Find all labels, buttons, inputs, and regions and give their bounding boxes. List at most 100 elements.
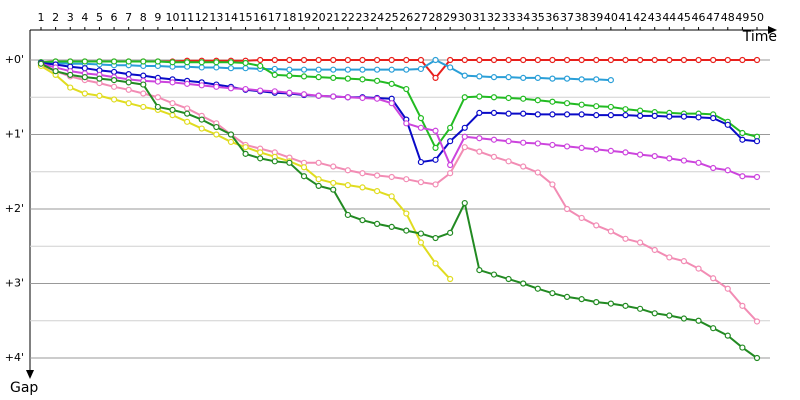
point <box>257 87 264 94</box>
point <box>476 266 483 274</box>
point <box>549 75 556 82</box>
point <box>476 135 483 142</box>
point <box>680 315 688 322</box>
x-tick-label: 8 <box>140 11 147 24</box>
x-tick-label: 15 <box>239 11 253 24</box>
y-tick-label: +4' <box>5 351 24 364</box>
point <box>505 56 512 64</box>
point <box>447 138 454 145</box>
point <box>607 103 614 111</box>
point <box>680 56 688 64</box>
point <box>388 173 395 181</box>
point <box>447 275 454 283</box>
x-tick-label: 20 <box>312 11 326 24</box>
x-tick-label: 2 <box>52 11 59 24</box>
point <box>198 116 205 123</box>
x-tick-label: 16 <box>253 11 267 24</box>
point <box>271 65 278 73</box>
x-tick-label: 44 <box>662 11 676 24</box>
point <box>739 344 746 351</box>
point <box>315 92 322 99</box>
point <box>359 56 366 64</box>
point <box>637 107 644 114</box>
x-tick-label: 45 <box>677 11 691 24</box>
point <box>359 66 366 73</box>
point <box>666 155 673 162</box>
point <box>242 150 249 157</box>
point <box>96 92 103 99</box>
point <box>373 220 381 227</box>
point <box>520 56 527 64</box>
point <box>184 105 191 112</box>
point <box>198 64 205 71</box>
x-tick-label: 38 <box>575 11 589 24</box>
point <box>520 163 527 170</box>
point <box>330 179 337 187</box>
x-tick-label: 50 <box>750 11 764 24</box>
point <box>315 56 322 64</box>
point <box>753 318 761 325</box>
point <box>549 98 556 105</box>
x-tick-label: 1 <box>38 11 45 24</box>
point <box>490 94 498 101</box>
point <box>476 56 483 64</box>
point <box>578 296 585 303</box>
point <box>300 66 308 73</box>
point <box>330 93 337 100</box>
point <box>607 56 614 64</box>
point <box>154 78 161 85</box>
point <box>680 157 688 164</box>
point <box>81 74 88 81</box>
point <box>534 169 541 176</box>
point <box>432 74 439 81</box>
point <box>753 354 761 362</box>
point <box>403 227 410 234</box>
point <box>476 148 483 155</box>
point <box>110 58 118 65</box>
point <box>432 234 439 242</box>
point <box>286 66 293 73</box>
point <box>637 112 644 119</box>
point <box>227 65 235 72</box>
point <box>753 173 761 181</box>
point <box>651 112 658 119</box>
point <box>578 144 585 152</box>
point <box>476 93 483 100</box>
point <box>227 59 235 66</box>
point <box>213 83 220 90</box>
point <box>490 271 498 278</box>
point <box>739 302 746 309</box>
point <box>213 59 220 66</box>
x-tick-label: 13 <box>209 11 223 24</box>
x-tick-label: 35 <box>531 11 545 24</box>
x-tick-label: 24 <box>370 11 384 24</box>
point <box>140 103 147 111</box>
point <box>724 121 731 128</box>
point <box>651 246 658 254</box>
x-tick-label: 29 <box>443 11 457 24</box>
point <box>593 103 600 110</box>
point <box>373 77 381 84</box>
point <box>461 144 468 151</box>
x-tick-label: 11 <box>180 11 194 24</box>
series-line <box>40 62 758 178</box>
point <box>110 77 118 84</box>
y-axis-label: Gap <box>10 380 38 396</box>
point <box>417 124 425 131</box>
point <box>388 223 395 230</box>
point <box>534 56 541 64</box>
point <box>739 136 746 143</box>
point <box>563 293 571 301</box>
point <box>710 325 717 332</box>
point <box>169 112 176 119</box>
point <box>505 138 512 145</box>
point <box>110 83 118 90</box>
point <box>169 106 176 114</box>
x-tick-label: 26 <box>399 11 413 24</box>
point <box>184 110 191 117</box>
point <box>680 113 688 120</box>
point <box>169 79 176 86</box>
point <box>651 153 658 160</box>
point <box>417 56 425 64</box>
point <box>344 56 351 64</box>
